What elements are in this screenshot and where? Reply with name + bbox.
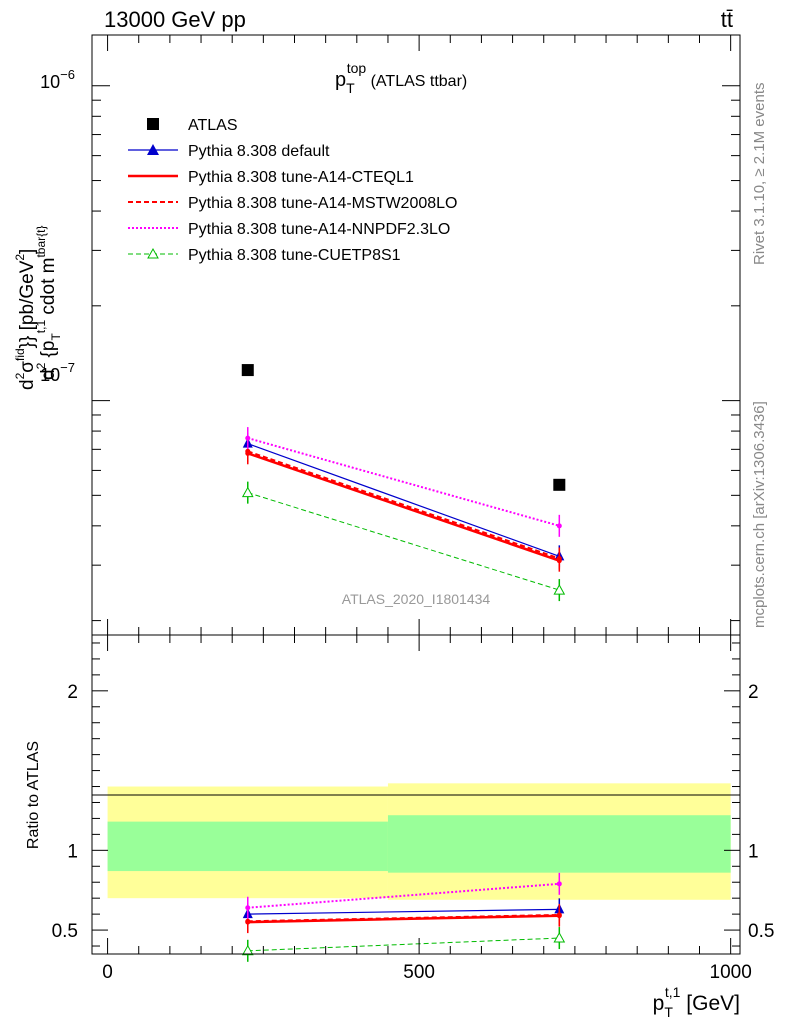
process-label: tt̄ bbox=[721, 7, 733, 32]
ratio-series-line bbox=[247, 908, 560, 915]
main-point bbox=[245, 448, 251, 454]
chart-title: pTtop (ATLAS ttbar) bbox=[335, 60, 467, 96]
main-axis-ticks bbox=[92, 35, 740, 635]
legend-entry-label: ATLAS bbox=[188, 117, 238, 134]
main-point-open-triangle bbox=[241, 486, 254, 498]
main-point bbox=[245, 435, 251, 441]
x-axis-label: pTt,1 [GeV] bbox=[653, 984, 740, 1020]
ytick-label-1e-6: 10−6 bbox=[40, 67, 75, 92]
ratio-ytick-label-right: 0.5 bbox=[748, 921, 774, 942]
main-series-line bbox=[247, 452, 560, 562]
ratio-series-line bbox=[247, 882, 560, 909]
svg-text:d2σfid}} [pb/GeV2]: d2σfid}} [pb/GeV2] bbox=[13, 249, 38, 390]
xtick-label: 500 bbox=[403, 962, 435, 983]
svg-text:d2 {pTt,1 cdot mtbar{t}: d2 {pTt,1 cdot mtbar{t} bbox=[34, 226, 63, 381]
ratio-ytick-label: 1 bbox=[67, 841, 78, 862]
legend-entry-label: Pythia 8.308 tune-A14-CTEQL1 bbox=[188, 169, 414, 186]
main-series-line bbox=[247, 450, 560, 560]
ratio-data bbox=[241, 872, 566, 962]
main-data bbox=[241, 364, 566, 602]
ratio-point bbox=[245, 918, 251, 924]
legend-marker-open-triangle bbox=[147, 247, 159, 259]
rivet-label: Rivet 3.1.10, ≥ 2.1M events bbox=[751, 83, 768, 266]
ratio-panel: 0.5 0.5 1 1 2 2 0 500 1000 Ratio to ATLAS pTt,1 … bbox=[25, 634, 774, 1020]
xtick-label: 0 bbox=[102, 962, 113, 983]
ratio-point-open-triangle bbox=[553, 932, 566, 943]
main-y-axis-label: d2σfid}} [pb/GeV2] bbox=[13, 249, 38, 390]
main-panel: 10−6 10−7 d2σfid}} [pb/GeV2] d2 {pTt,1 c… bbox=[13, 34, 741, 636]
ratio-series-line bbox=[247, 937, 560, 952]
ratio-ytick-label: 2 bbox=[67, 682, 78, 703]
main-point bbox=[556, 523, 562, 529]
xtick-label: 1000 bbox=[710, 962, 752, 983]
ratio-ytick-label-right: 2 bbox=[748, 682, 759, 703]
ratio-ytick-label: 0.5 bbox=[52, 921, 78, 942]
legend-entry-label: Pythia 8.308 tune-CUETP8S1 bbox=[188, 247, 401, 264]
main-point-open-triangle bbox=[553, 584, 566, 595]
ratio-point bbox=[245, 905, 251, 911]
ratio-point bbox=[556, 912, 562, 918]
main-y-axis-label-denominator: d2 {pTt,1 cdot mtbar{t} bbox=[34, 226, 63, 381]
ratio-axis-ticks: 0.5 0.5 1 1 2 2 0 500 1000 bbox=[52, 635, 774, 983]
main-point bbox=[556, 555, 562, 561]
ratio-point-open-triangle bbox=[241, 944, 254, 956]
legend-marker-triangle bbox=[147, 144, 159, 155]
legend: ATLAS Pythia 8.308 default Pythia 8.308 tu… bbox=[128, 117, 457, 264]
ratio-frame bbox=[91, 634, 741, 955]
ratio-y-axis-label: Ratio to ATLAS bbox=[25, 741, 42, 849]
ratio-bands bbox=[107, 783, 731, 900]
main-series-line bbox=[247, 443, 560, 557]
main-point-atlas bbox=[553, 478, 566, 491]
legend-entry-label: Pythia 8.308 default bbox=[188, 143, 330, 160]
main-series-line bbox=[247, 492, 560, 591]
ratio-ytick-label-right: 1 bbox=[748, 841, 759, 862]
ratio-band-stat bbox=[107, 821, 388, 872]
analysis-watermark: ATLAS_2020_I1801434 bbox=[342, 591, 491, 607]
source-label: mcplots.cern.ch [arXiv:1306.3436] bbox=[751, 401, 768, 628]
legend-entry-label: Pythia 8.308 tune-A14-NNPDF2.3LO bbox=[188, 221, 450, 238]
energy-label: 13000 GeV pp bbox=[104, 7, 246, 32]
main-point-atlas bbox=[241, 364, 254, 377]
main-series-line bbox=[247, 437, 560, 527]
ratio-band-stat bbox=[387, 815, 731, 873]
ratio-point bbox=[556, 881, 562, 887]
ratio-series-line bbox=[247, 913, 560, 923]
legend-entry-label: Pythia 8.308 tune-A14-MSTW2008LO bbox=[188, 195, 457, 212]
legend-marker-atlas bbox=[147, 118, 159, 130]
